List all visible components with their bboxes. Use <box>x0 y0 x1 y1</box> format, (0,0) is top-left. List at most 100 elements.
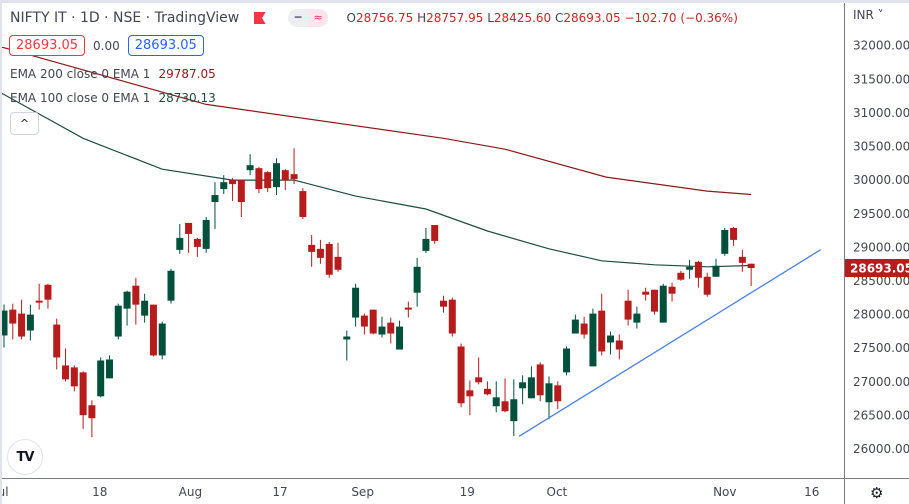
candle-up <box>563 346 571 376</box>
last-price-label: 28693.05 <box>850 262 909 276</box>
candle-down <box>62 348 70 382</box>
candle-body <box>114 305 122 337</box>
top-border <box>0 0 909 3</box>
candle-down <box>554 381 562 410</box>
time-tick-label: 19 <box>460 485 475 499</box>
sell-button[interactable]: 28693.05 <box>9 35 86 56</box>
time-tick-label: 17 <box>272 485 287 499</box>
candle-up <box>712 258 720 277</box>
time-tick-label: Oct <box>547 485 568 499</box>
candle-down <box>440 295 447 313</box>
candle-body <box>255 168 263 190</box>
candle-body <box>325 243 333 275</box>
settings-icon[interactable]: ⚙ <box>870 484 884 502</box>
collapse-legend-button[interactable]: ^ <box>10 112 39 135</box>
candle-body <box>167 270 175 301</box>
price-tick-label: 26500.00 <box>853 408 909 422</box>
candle-up <box>202 216 210 253</box>
candle-body <box>176 237 184 250</box>
candle-body <box>413 266 421 293</box>
candle-body <box>237 180 245 203</box>
indicator-ema100[interactable]: EMA 100 close 0 EMA 1 28730.13 <box>10 91 216 105</box>
candle-down <box>88 400 96 438</box>
candle-body <box>668 286 676 294</box>
candle-down <box>431 224 439 244</box>
candle-body <box>53 324 61 358</box>
indicator-ema200[interactable]: EMA 200 close 0 EMA 1 29787.05 <box>10 67 216 81</box>
symbol-title[interactable]: NIFTY IT · 1D · NSE · TradingView <box>10 10 240 26</box>
indicator-label: EMA 100 close 0 EMA 1 <box>10 91 151 105</box>
candle-body <box>211 195 219 203</box>
candle-body <box>483 388 491 395</box>
candle-body <box>378 326 386 335</box>
candle-body <box>105 359 113 379</box>
candle-down <box>44 283 52 309</box>
candle-down <box>650 289 658 315</box>
candle-body <box>193 238 201 247</box>
candle-down <box>9 303 17 340</box>
candle-body <box>281 170 289 181</box>
candle-body <box>79 372 87 416</box>
candle-up <box>659 283 667 323</box>
candle-up <box>272 158 280 196</box>
candle-down <box>598 293 606 356</box>
flag-icon[interactable] <box>253 12 266 24</box>
candle-up <box>0 304 8 348</box>
candle-down <box>536 362 544 402</box>
ema100-line <box>0 92 752 268</box>
tradingview-logo[interactable]: TV <box>7 439 43 475</box>
candle-body <box>308 244 316 252</box>
candle-down <box>624 289 632 326</box>
buy-button[interactable]: 28693.05 <box>127 35 204 56</box>
candle-up <box>422 227 430 253</box>
indicator-value: 28730.13 <box>158 91 216 105</box>
candle-down <box>730 226 738 246</box>
candle-down <box>668 282 676 302</box>
open-value: 28756.75 <box>356 11 414 25</box>
price-tick-label: 30000.00 <box>853 173 909 187</box>
candle-body <box>132 285 140 305</box>
wave-icon[interactable]: ≈ <box>308 9 329 27</box>
currency-selector[interactable]: INR ˅ <box>853 8 884 22</box>
candle-body <box>158 323 166 356</box>
candle-down <box>299 188 307 219</box>
candle-body <box>290 174 298 180</box>
candle-body <box>686 266 694 270</box>
candle-body <box>457 346 465 404</box>
candle-up <box>589 308 597 367</box>
candle-down <box>483 381 491 396</box>
candle-up <box>158 321 166 360</box>
candle-up <box>105 355 113 379</box>
candle-up <box>211 182 219 229</box>
candle-body <box>141 300 149 316</box>
ohlc-readout: O28756.75 H28757.95 L28425.60 C28693.05 … <box>347 11 738 25</box>
candle-down <box>475 357 483 385</box>
candle-down <box>404 301 412 318</box>
price-tick-label: 28000.00 <box>853 308 909 322</box>
candle-body <box>97 360 105 397</box>
candle-body <box>633 313 641 323</box>
candle-down <box>255 167 263 194</box>
candle-body <box>123 291 131 309</box>
candle-body <box>404 307 412 310</box>
candle-down <box>316 239 324 264</box>
minus-icon[interactable]: ━ <box>288 9 309 27</box>
session-toggle[interactable]: ━ ≈ <box>288 9 329 27</box>
candle-down <box>70 365 78 392</box>
candle-body <box>721 229 729 254</box>
candle-up <box>571 314 579 334</box>
time-tick-label: 18 <box>92 485 107 499</box>
candle-body <box>642 291 650 295</box>
candle-up <box>510 379 518 437</box>
candle-up <box>176 223 184 254</box>
candle-body <box>747 263 755 269</box>
candle-up <box>167 268 175 304</box>
candle-up <box>141 293 149 323</box>
candle-body <box>510 399 518 422</box>
close-label: C <box>555 11 564 25</box>
high-value: 28757.95 <box>426 11 484 25</box>
candle-body <box>18 313 26 337</box>
trendline <box>518 249 821 437</box>
candle-down <box>694 260 702 288</box>
